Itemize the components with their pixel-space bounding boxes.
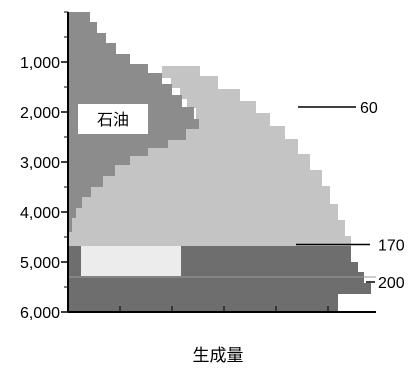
y-tick-label: 6,000 — [20, 305, 60, 322]
gas-label-box — [81, 246, 181, 276]
y-axis: 1,000 2,000 3,000 4,000 5,000 6,000 — [20, 11, 69, 322]
y-tick-label: 2,000 — [20, 105, 60, 122]
light-region — [68, 66, 351, 246]
y-tick-label: 1,000 — [20, 55, 60, 72]
oil-label-box — [78, 104, 148, 134]
y-tick-label: 3,000 — [20, 155, 60, 172]
oil-label: 石油 — [97, 111, 129, 129]
y-tick-label: 5,000 — [20, 255, 60, 272]
annotation-label: 200 — [378, 275, 405, 292]
annotation-label: 170 — [378, 238, 405, 255]
y-tick-label: 4,000 — [20, 205, 60, 222]
x-axis — [67, 306, 376, 313]
annotation-label: 60 — [360, 100, 378, 117]
x-axis-label: 生成量 — [193, 346, 244, 365]
annotations: 60 170 200 — [296, 100, 405, 292]
